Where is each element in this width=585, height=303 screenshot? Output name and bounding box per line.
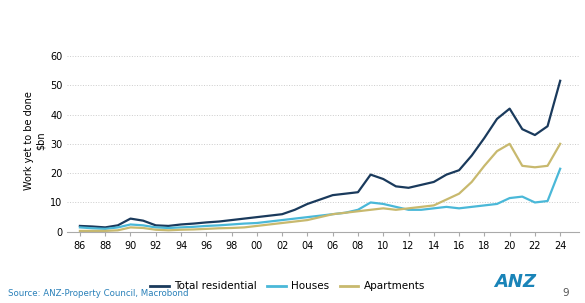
Text: ANZ: ANZ: [494, 273, 536, 291]
Y-axis label: Work yet to be done
$bn: Work yet to be done $bn: [24, 92, 46, 190]
Text: Source: ANZ-Property Council, Macrobond: Source: ANZ-Property Council, Macrobond: [8, 288, 188, 298]
Text: Residential work in the pipeline: Residential work in the pipeline: [144, 13, 441, 31]
Text: 9: 9: [562, 288, 569, 298]
Legend: Total residential, Houses, Apartments: Total residential, Houses, Apartments: [146, 277, 429, 295]
